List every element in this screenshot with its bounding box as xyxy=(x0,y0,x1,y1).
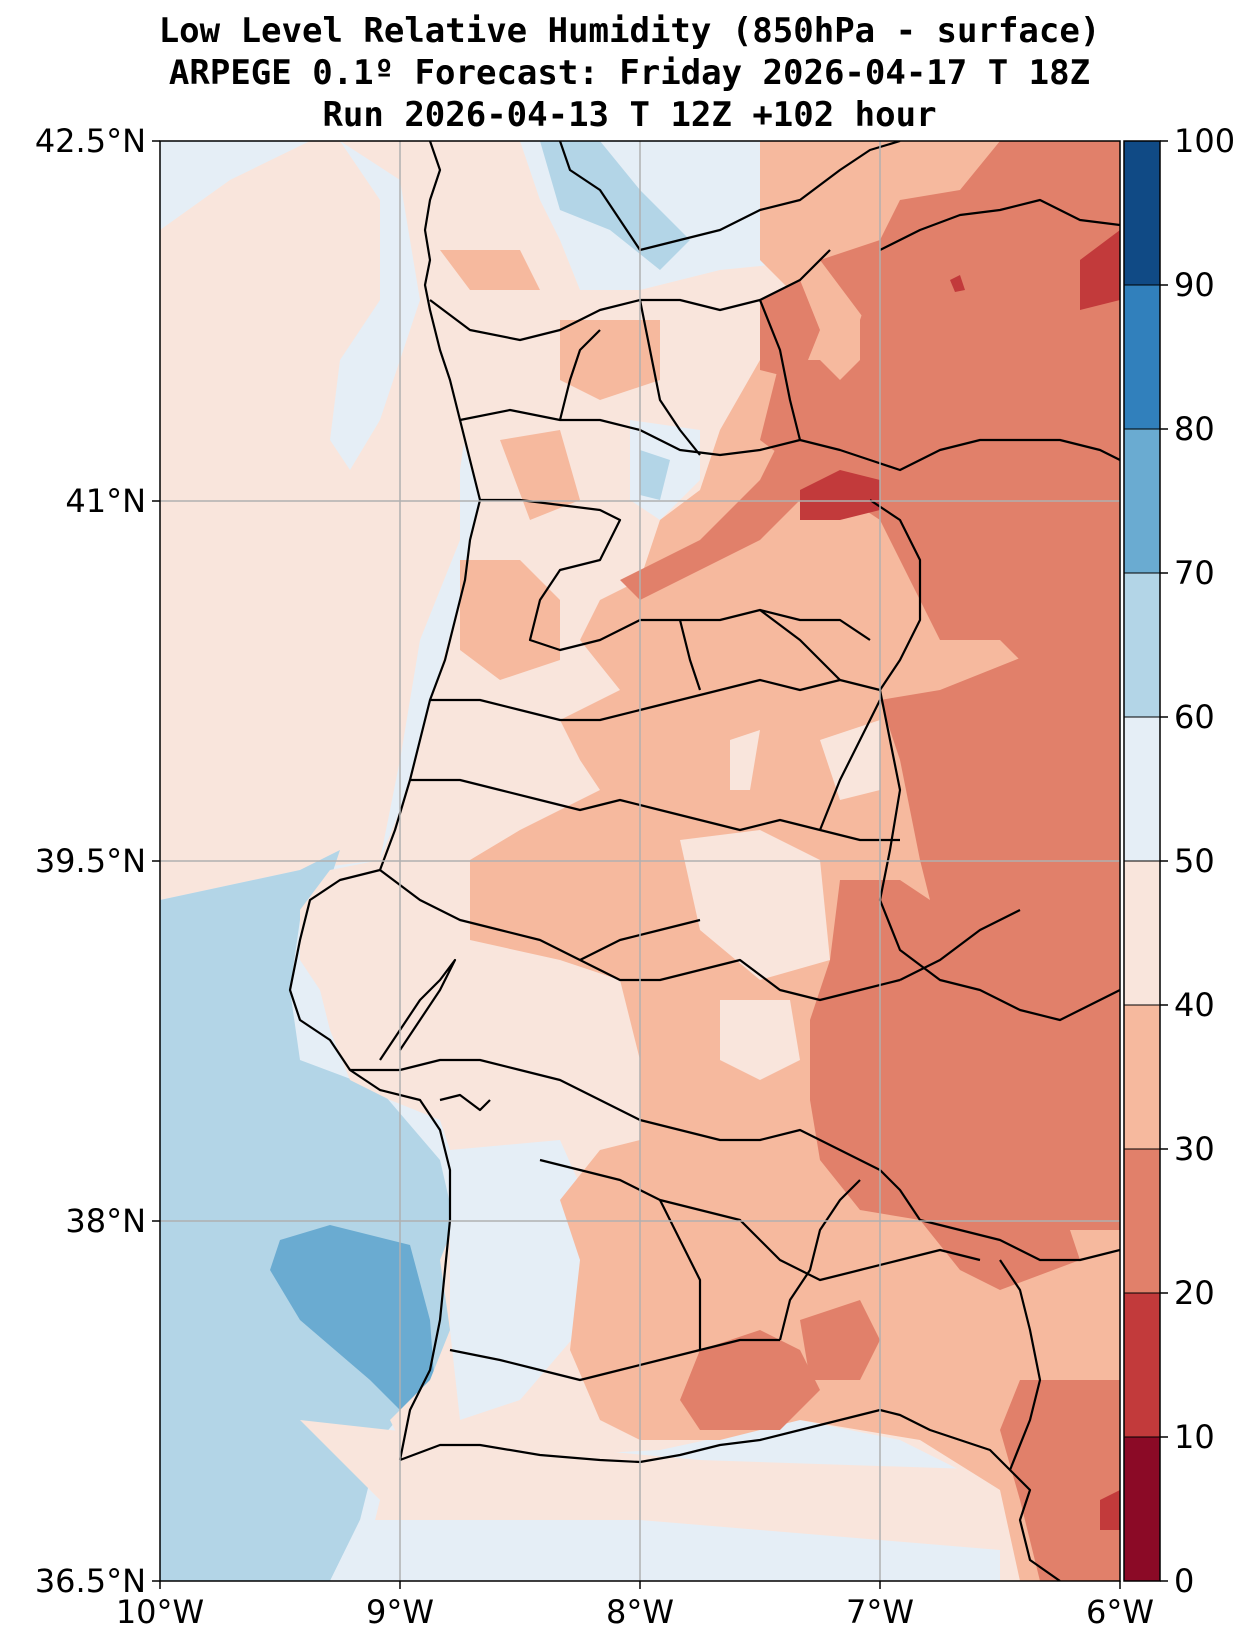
humidity-20-30-zone-east xyxy=(620,230,1120,700)
colorbar-label: 70 xyxy=(1174,554,1215,592)
district-line-19 xyxy=(899,909,1021,981)
colorbar-label: 100 xyxy=(1174,122,1235,160)
humidity-20-30-zone-east-2 xyxy=(860,250,1000,400)
map-area xyxy=(160,141,1120,1581)
y-axis: 42.5°N 41°N 39.5°N 38°N 36.5°N xyxy=(35,122,160,1600)
y-tick-label: 36.5°N xyxy=(35,1562,146,1600)
border-tagus-estuary xyxy=(379,958,457,1061)
colorbar-label: 30 xyxy=(1174,1130,1215,1168)
offshore-dry-zone xyxy=(160,141,540,900)
humidity-10-20-zone-b xyxy=(1080,230,1120,310)
humidity-20-30-zone-east-b xyxy=(900,700,960,770)
district-line-9 xyxy=(449,1338,780,1382)
colorbar-swatch xyxy=(1124,1437,1160,1581)
border-sado xyxy=(439,1093,491,1112)
humidity-40-50-island-a xyxy=(680,830,830,980)
colorbar-swatch xyxy=(1124,573,1160,717)
land-moist-southwest xyxy=(450,1140,600,1420)
colorbar-swatch xyxy=(1124,1149,1160,1293)
coastline-south xyxy=(399,1408,1061,1581)
humidity-10-20-zone-c xyxy=(950,275,965,292)
humidity-40-50-island-c xyxy=(730,730,760,790)
district-line-16 xyxy=(818,699,881,831)
colorbar-swatch xyxy=(1124,141,1160,285)
border-guadiana xyxy=(999,1259,1042,1471)
district-line-11 xyxy=(558,329,601,421)
colorbar-label: 20 xyxy=(1174,1274,1215,1312)
border-spain-north xyxy=(558,141,901,252)
humidity-20-30-zone-southeast xyxy=(1000,1380,1120,1581)
colorbar-label: 10 xyxy=(1174,1418,1215,1456)
district-line-7 xyxy=(350,1058,881,1171)
colorbar: 0 10 20 30 40 50 60 70 80 90 100 xyxy=(1123,122,1235,1600)
offshore-moist-patch xyxy=(160,141,310,230)
colorbar-label: 80 xyxy=(1174,410,1215,448)
humidity-20-30-zone-eastfar xyxy=(940,920,1120,1230)
x-tick-label: 8°W xyxy=(606,1593,674,1631)
humidity-20-30-zone-nc2 xyxy=(760,360,860,470)
humidity-10-20-zone-d xyxy=(1100,1490,1120,1530)
humidity-20-30-zone-south-2 xyxy=(800,1300,880,1380)
district-line-2 xyxy=(459,408,1120,472)
colorbar-label: 60 xyxy=(1174,698,1215,736)
district-line-13 xyxy=(758,299,802,441)
humidity-30-40-zone-west xyxy=(460,560,560,680)
colorbar-swatch xyxy=(1124,717,1160,861)
x-axis: 10°W 9°W 8°W 7°W 6°W xyxy=(116,1581,1154,1631)
humidity-10-20-zone-a xyxy=(800,470,880,520)
district-line-12 xyxy=(638,299,701,456)
x-tick-label: 6°W xyxy=(1086,1593,1154,1631)
humidity-20-30-zone-south xyxy=(680,1330,820,1430)
land-moist-north-2 xyxy=(540,141,690,270)
coastline-west xyxy=(288,141,482,1461)
sea-deep-zone xyxy=(270,1225,435,1420)
x-tick-label: 9°W xyxy=(366,1593,434,1631)
colorbar-label: 0 xyxy=(1174,1562,1194,1600)
colorbar-swatch xyxy=(1124,1005,1160,1149)
y-tick-label: 38°N xyxy=(65,1202,146,1240)
district-line-10 xyxy=(778,1179,861,1341)
x-tick-label: 10°W xyxy=(116,1593,204,1631)
border-lines xyxy=(288,141,1120,1581)
colorbar-label: 40 xyxy=(1174,986,1215,1024)
title-line-3: Run 2026-04-13 T 12Z +102 hour xyxy=(322,95,937,135)
district-line-4 xyxy=(430,678,881,722)
land-moist-central-2 xyxy=(640,450,670,500)
district-line-3 xyxy=(480,498,871,652)
humidity-30-40-zone-nw xyxy=(560,320,660,400)
border-spain-east xyxy=(869,499,1120,1022)
colorbar-label: 50 xyxy=(1174,842,1215,880)
district-line-15 xyxy=(759,609,841,681)
border-spain-southeast xyxy=(879,1169,1120,1262)
y-tick-label: 39.5°N xyxy=(35,842,146,880)
district-line-8 xyxy=(539,1158,981,1282)
district-line-14 xyxy=(678,619,702,691)
y-tick-label: 41°N xyxy=(65,482,146,520)
title-block: Low Level Relative Humidity (850hPa - su… xyxy=(0,10,1259,136)
humidity-30-40-zone-nw2 xyxy=(500,430,580,520)
border-spain-northeast xyxy=(879,198,1120,251)
graticule xyxy=(160,141,1120,1581)
title-line-1: Low Level Relative Humidity (850hPa - su… xyxy=(158,11,1101,51)
x-tick-label: 7°W xyxy=(846,1593,914,1631)
humidity-40-50-island-b xyxy=(720,1000,800,1080)
offshore-moist-patch-2 xyxy=(330,141,420,470)
y-tick-label: 42.5°N xyxy=(35,122,146,160)
south-coast-sea-light xyxy=(330,1520,1000,1581)
colorbar-swatch xyxy=(1124,429,1160,573)
colorbar-swatch xyxy=(1124,861,1160,1005)
humidity-30-40-zone-nw3 xyxy=(440,250,540,290)
district-line-18 xyxy=(659,1199,702,1350)
colorbar-label: 90 xyxy=(1174,266,1215,304)
title-line-2: ARPEGE 0.1º Forecast: Friday 2026-04-17 … xyxy=(168,53,1091,93)
humidity-20-30-zone-nc xyxy=(760,280,820,380)
colorbar-swatch xyxy=(1124,285,1160,429)
colorbar-swatch xyxy=(1124,1293,1160,1437)
